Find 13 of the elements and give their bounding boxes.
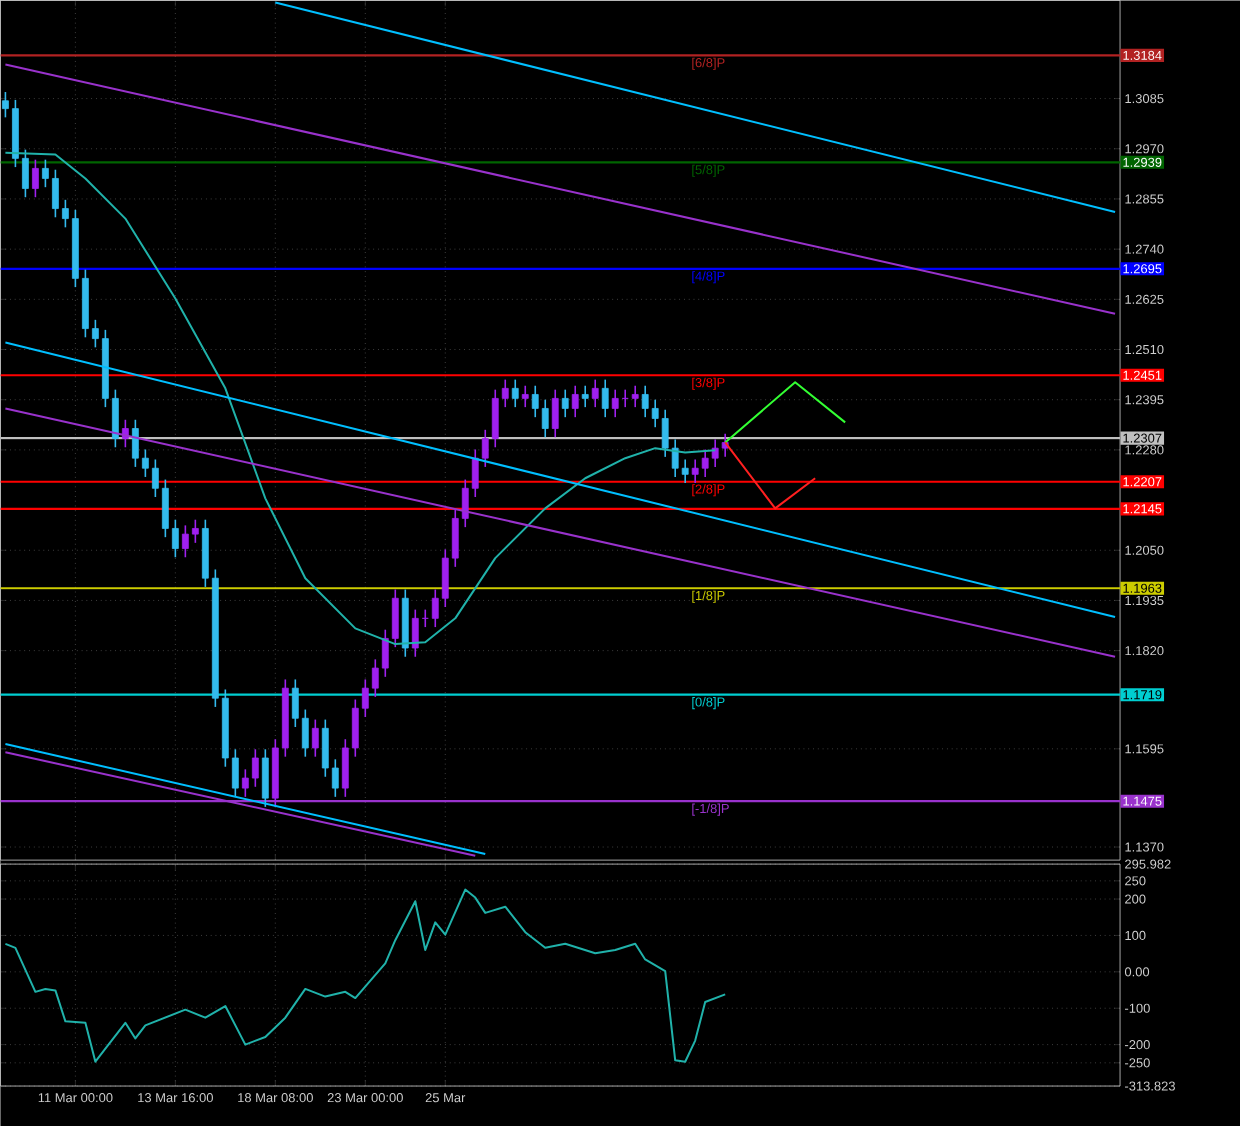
candlestick	[511, 378, 519, 408]
candlestick	[591, 378, 599, 408]
candlestick	[32, 158, 39, 199]
candlestick	[601, 378, 609, 418]
candlestick	[631, 384, 639, 408]
candlestick	[561, 388, 569, 418]
candlestick	[581, 384, 589, 408]
candlestick	[551, 388, 559, 439]
candlestick	[571, 384, 579, 418]
line-series	[4, 888, 727, 1063]
candlestick	[311, 718, 319, 758]
candlestick	[521, 384, 529, 408]
candlestick	[261, 748, 269, 808]
